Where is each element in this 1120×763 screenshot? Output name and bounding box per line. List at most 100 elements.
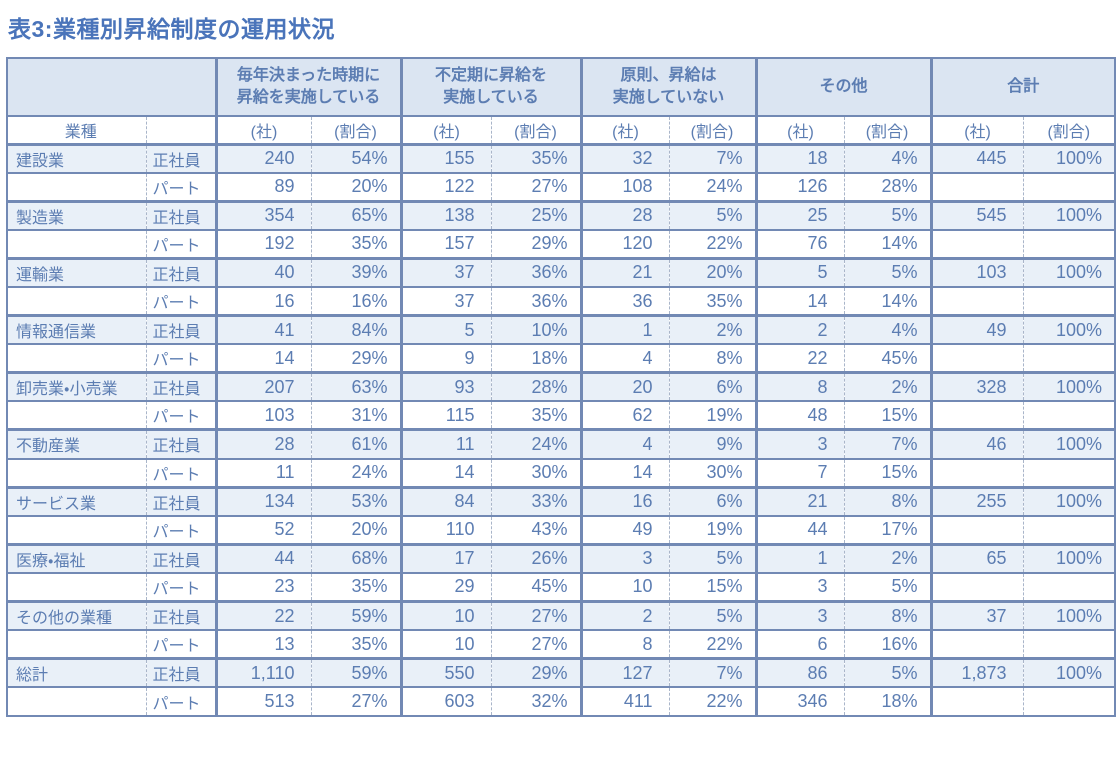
count-cell: 3 [754,601,845,631]
ratio-cell: 15% [668,572,757,602]
count-cell: 13 [214,630,311,659]
count-cell: 8 [579,630,670,659]
count-cell: 40 [214,258,311,287]
ratio-cell: 19% [668,515,757,545]
count-cell [929,630,1024,659]
ratio-cell: 20% [310,172,401,202]
industry-cell [7,344,146,373]
ratio-cell: 10% [490,315,582,345]
count-cell: 411 [579,687,670,716]
ratio-cell: 27% [490,172,582,202]
ratio-cell [1022,630,1116,659]
ratio-cell: 22% [668,630,757,659]
industry-cell: サービス業 [16,495,97,513]
ratio-cell [1022,458,1116,488]
employee-type-cell: 正社員 [145,144,216,173]
count-cell: 3 [754,572,845,602]
count-cell: 44 [214,544,311,573]
ratio-cell: 28% [490,372,582,402]
industry-cell: 運輸業 [16,266,65,284]
count-cell: 21 [754,487,845,516]
count-cell [929,687,1024,716]
count-cell: 84 [399,487,491,516]
ratio-cell: 29% [490,658,582,688]
count-cell: 37 [929,601,1024,631]
count-cell: 1,873 [929,658,1024,688]
ratio-cell: 43% [490,515,582,545]
ratio-cell: 5% [843,201,932,230]
count-cell: 20 [579,372,670,402]
count-header: (社) [399,116,491,144]
count-header: (社) [754,116,845,144]
ratio-cell: 35% [310,229,401,259]
count-cell [929,172,1024,202]
ratio-cell: 54% [310,144,401,173]
employee-type-cell: パート [145,344,216,373]
ratio-cell: 39% [310,258,401,287]
count-cell: 18 [754,144,845,173]
count-cell: 2 [754,315,845,345]
ratio-cell [1022,572,1116,602]
sub-header-row: 業種 (社) (割合) (社) (割合) (社) (割合) (社) (割合) (… [7,116,1116,144]
count-cell: 9 [399,344,491,373]
ratio-cell: 24% [490,429,582,459]
ratio-header: (割合) [490,116,582,144]
ratio-cell: 100% [1022,201,1116,230]
count-cell [929,401,1024,430]
count-cell: 49 [579,515,670,545]
ratio-cell: 22% [668,687,757,716]
table-row: 不動産業 正社員 28 61% 11 24% 4 9% 3 7% 46 100% [7,429,1116,459]
table-row: パート 13 35% 10 27% 8 22% 6 16% [7,630,1116,659]
count-cell: 22 [754,344,845,373]
count-cell: 48 [754,401,845,430]
ratio-cell: 61% [310,429,401,459]
count-cell: 89 [214,172,311,202]
industry-cell: 卸売業・小売業 [16,381,118,399]
count-cell: 255 [929,487,1024,516]
industry-cell: 製造業 [16,209,65,227]
industry-cell [7,630,146,659]
ratio-cell: 6% [668,487,757,516]
table-row: パート 103 31% 115 35% 62 19% 48 15% [7,401,1116,430]
ratio-cell: 26% [490,544,582,573]
count-cell: 157 [399,229,491,259]
count-cell: 17 [399,544,491,573]
ratio-cell: 45% [843,344,932,373]
count-cell: 16 [579,487,670,516]
count-cell: 103 [929,258,1024,287]
ratio-cell: 84% [310,315,401,345]
ratio-cell: 25% [490,201,582,230]
count-cell: 346 [754,687,845,716]
ratio-cell: 8% [843,601,932,631]
ratio-cell: 27% [490,630,582,659]
group-header-irregular-raise: 不定期に昇給を 実施している [399,58,582,116]
count-cell: 192 [214,229,311,259]
count-cell: 550 [399,658,491,688]
ratio-cell: 24% [668,172,757,202]
count-cell: 11 [214,458,311,488]
count-cell: 36 [579,286,670,316]
ratio-cell: 35% [310,572,401,602]
count-cell: 16 [214,286,311,316]
employee-type-column-header [145,116,216,144]
count-cell: 37 [399,258,491,287]
table-row: 運輸業 正社員 40 39% 37 36% 21 20% 5 5% 103 10… [7,258,1116,287]
count-cell: 28 [214,429,311,459]
ratio-cell: 24% [310,458,401,488]
employee-type-cell: 正社員 [145,201,216,230]
count-cell: 513 [214,687,311,716]
ratio-cell: 63% [310,372,401,402]
ratio-cell: 65% [310,201,401,230]
count-cell: 93 [399,372,491,402]
ratio-cell: 59% [310,601,401,631]
table-row: パート 513 27% 603 32% 411 22% 346 18% [7,687,1116,716]
count-cell: 28 [579,201,670,230]
ratio-cell: 5% [668,201,757,230]
ratio-cell: 5% [668,544,757,573]
ratio-cell: 29% [490,229,582,259]
table-body: 建設業 正社員 240 54% 155 35% 32 7% 18 4% 445 … [7,144,1116,716]
count-header: (社) [929,116,1024,144]
ratio-cell: 17% [843,515,932,545]
ratio-cell: 100% [1022,658,1116,688]
ratio-cell: 4% [843,315,932,345]
